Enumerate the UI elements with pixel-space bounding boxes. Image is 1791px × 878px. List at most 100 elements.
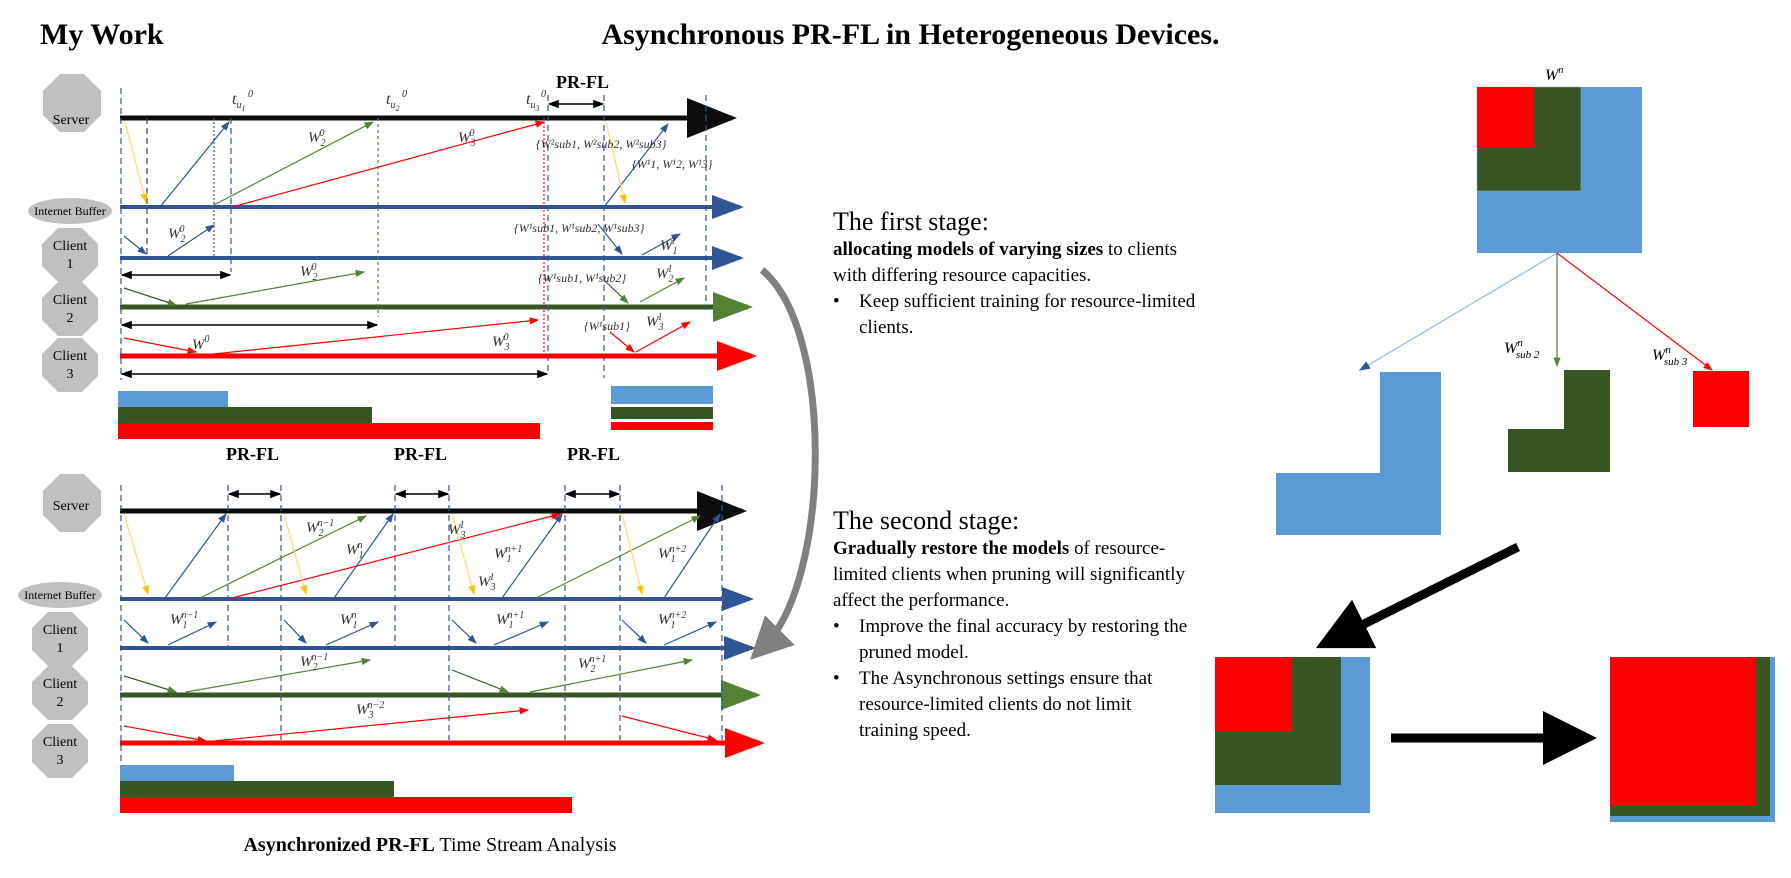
- svg-text:W20: W20: [300, 262, 318, 283]
- client3-num-top: 3: [67, 367, 74, 382]
- svg-text:tu2: tu2: [386, 91, 399, 113]
- svg-text:0: 0: [402, 89, 407, 100]
- bar-red-top: [118, 423, 540, 439]
- prfl-label-3: PR-FL: [567, 444, 620, 464]
- stage2-bullet1-text: Improve the final accuracy by restoring …: [859, 616, 1188, 663]
- submodel-blue: [1276, 372, 1441, 535]
- restored-model-right: [1610, 657, 1775, 822]
- svg-text:W2n+1: W2n+1: [578, 654, 606, 675]
- bar-green-top: [118, 407, 372, 423]
- svg-text:W21: W21: [656, 264, 674, 285]
- client3-num-bottom: 3: [57, 753, 64, 768]
- full-model-square: [1476, 86, 1642, 253]
- stage1-bold: allocating models of varying sizes: [833, 239, 1104, 260]
- caption-bold: Asynchronized PR-FL: [243, 834, 435, 856]
- client2-label-bottom: Client: [43, 677, 77, 692]
- client2-node-bottom: [32, 666, 88, 720]
- buffer-label-bottom: Internet Buffer: [24, 588, 95, 602]
- svg-text:W31: W31: [448, 520, 466, 541]
- svg-text:0: 0: [541, 89, 546, 100]
- svg-text:W2n−1: W2n−1: [300, 652, 328, 673]
- my-work-heading: My Work: [40, 18, 164, 51]
- submodel-green: [1508, 370, 1610, 472]
- restored-model-left: [1215, 657, 1370, 813]
- caption-rest: Time Stream Analysis: [434, 834, 617, 856]
- client3-label-top: Client: [53, 349, 87, 364]
- client1-node-bottom: [32, 612, 88, 666]
- svg-text:W1n: W1n: [340, 610, 358, 631]
- prfl-label-1: PR-FL: [226, 444, 279, 464]
- svg-text:W1n: W1n: [346, 540, 364, 561]
- stage2-body: Gradually restore the models of resource…: [833, 536, 1193, 614]
- stage1-bullet-text: Keep sufficient training for resource-li…: [859, 291, 1196, 338]
- server-node-top: [43, 74, 101, 132]
- client1-label-bottom: Client: [43, 623, 77, 638]
- stage2-bullet-2: • The Asynchronous settings ensure that r…: [833, 666, 1193, 744]
- client1-label-top: Client: [53, 239, 87, 254]
- bottom-dashed-verticals: [120, 485, 723, 778]
- svg-text:{W¹sub1, W¹sub2}: {W¹sub1, W¹sub2}: [538, 271, 626, 285]
- top-weight-labels: W20 W30 W20 W20 W0 W30 W11 W21 W31: [168, 128, 677, 353]
- client1-node-top: [42, 228, 98, 282]
- figure-caption: Asynchronized PR-FL Time Stream Analysis: [0, 834, 830, 857]
- svg-text:{W¹sub1}: {W¹sub1}: [584, 319, 630, 333]
- bar-green-bottom: [120, 781, 394, 797]
- svg-text:W30: W30: [492, 332, 510, 353]
- svg-text:W1n+2: W1n+2: [658, 544, 686, 565]
- svg-text:W31: W31: [646, 312, 664, 333]
- svg-text:{W¹1, W¹2, W¹3}: {W¹1, W¹2, W¹3}: [632, 157, 713, 171]
- svg-text:tu1: tu1: [232, 91, 245, 113]
- stage2-bullet2-text: The Asynchronous settings ensure that re…: [859, 668, 1153, 741]
- svg-text:W31: W31: [478, 572, 496, 593]
- server-node-bottom: [43, 474, 101, 532]
- client2-node-top: [42, 282, 98, 336]
- svg-text:W20: W20: [308, 128, 326, 149]
- bar-green-top-right: [611, 407, 713, 419]
- client3-node-bottom: [32, 724, 88, 778]
- stage2-rest: of resource-limited clients when pruning…: [833, 538, 1185, 611]
- client3-node-top: [42, 338, 98, 392]
- bar-blue-bottom: [120, 765, 234, 781]
- bar-blue-top-right: [611, 386, 713, 404]
- svg-text:W1n−1: W1n−1: [170, 610, 198, 631]
- wsub3-label: Wn sub 3: [1652, 344, 1688, 368]
- server-label-bottom: Server: [53, 499, 90, 514]
- stage1-bullet: • Keep sufficient training for resource-l…: [833, 289, 1213, 341]
- server-label-top: Server: [53, 113, 90, 128]
- bottom-weight-labels: W2n−1 W1n W31 W1n+1 W31 W1n+2 W1n−1 W1n …: [170, 518, 686, 721]
- wsub2-label: Wn sub 2: [1504, 337, 1540, 361]
- stage1-heading: The first stage:: [833, 207, 989, 236]
- stage1-body: allocating models of varying sizes to cl…: [833, 237, 1213, 289]
- bar-red-top-right: [611, 422, 713, 430]
- svg-text:W30: W30: [458, 128, 476, 149]
- stage2-block: The second stage: Gradually restore the …: [833, 506, 1193, 744]
- client2-num-bottom: 2: [57, 695, 64, 710]
- svg-text:W20: W20: [168, 224, 186, 245]
- submodel-red: [1693, 371, 1749, 427]
- stage2-bullet-1: • Improve the final accuracy by restoring…: [833, 614, 1193, 666]
- top-set-labels: {W²sub1, W²sub2, W²sub3} {W¹1, W¹2, W¹3}…: [514, 137, 713, 333]
- bar-red-bottom: [120, 797, 572, 813]
- svg-text:{W¹sub1, W¹sub2, W¹sub3}: {W¹sub1, W¹sub2, W¹sub3}: [514, 221, 645, 235]
- client2-label-top: Client: [53, 293, 87, 308]
- svg-text:W1n+1: W1n+1: [496, 610, 524, 631]
- svg-text:W0: W0: [192, 334, 210, 353]
- split-arrow-red: [1556, 252, 1713, 371]
- split-arrow-blue: [1358, 252, 1558, 371]
- svg-text:W11: W11: [660, 236, 677, 257]
- top-dashed-verticals: [120, 88, 707, 380]
- stage1-rest: to clients with differing resource capac…: [833, 239, 1178, 286]
- bar-blue-top: [118, 391, 228, 407]
- curved-arrow: [750, 267, 819, 660]
- top-time-labels: tu1 0 tu2 0 tu3 0: [232, 89, 546, 113]
- client2-num-top: 2: [67, 311, 74, 326]
- buffer-cloud-top: [28, 198, 112, 224]
- wn-label: Wn: [1545, 65, 1563, 84]
- prfl-label-2: PR-FL: [394, 444, 447, 464]
- page-title: Asynchronous PR-FL in Heterogeneous Devi…: [601, 18, 1220, 51]
- diag-arrow: [1315, 542, 1521, 649]
- buffer-cloud-bottom: [18, 582, 102, 608]
- svg-text:W1n+2: W1n+2: [658, 610, 686, 631]
- svg-text:{W²sub1, W²sub2, W²sub3}: {W²sub1, W²sub2, W²sub3}: [536, 137, 667, 151]
